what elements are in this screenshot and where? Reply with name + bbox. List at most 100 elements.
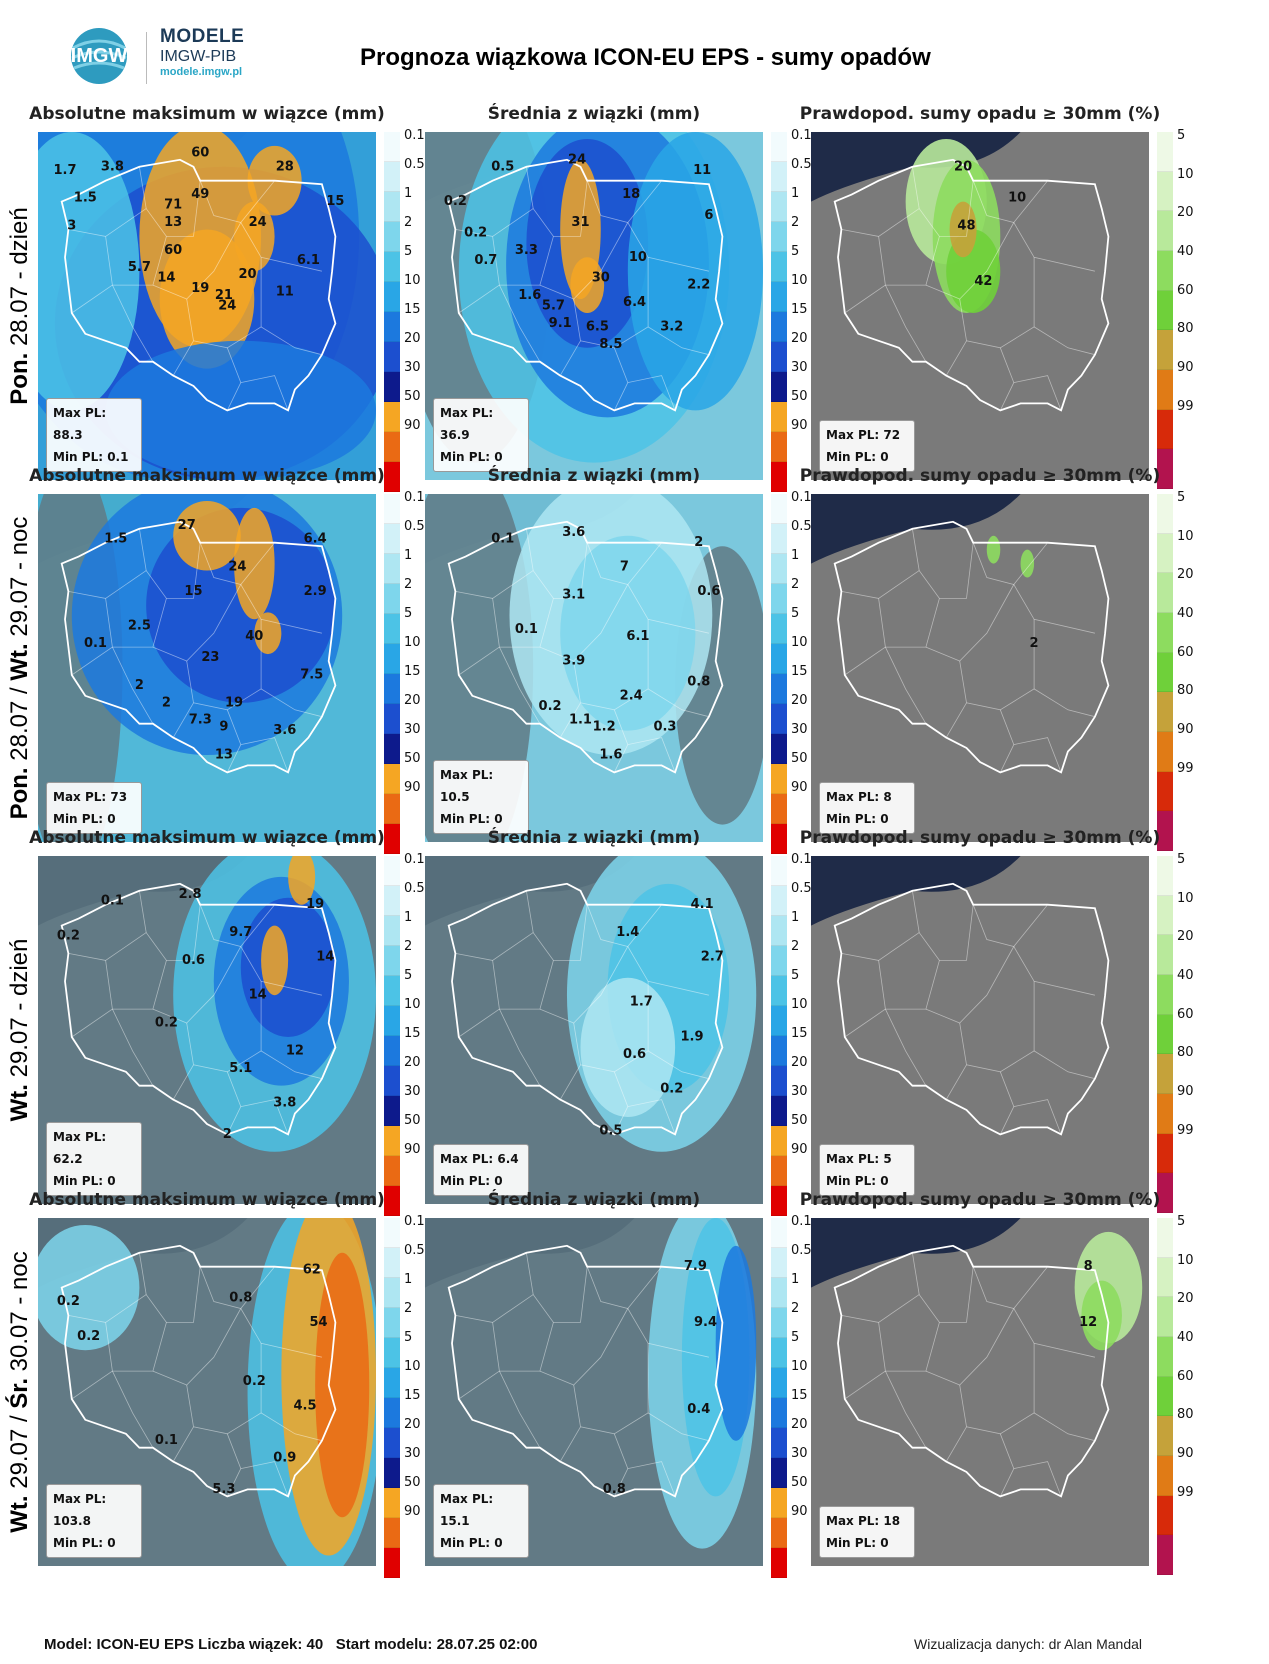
voivodeship-border <box>105 1322 167 1372</box>
voivodeship-border <box>559 340 581 376</box>
map-panel-mean: 0.1 3.6 2 7 3.1 0.6 0.1 6.1 3.9 0.8 2.4 0.2 1.1 1.2 0.… <box>425 494 763 842</box>
colorbar-segment <box>771 192 787 222</box>
colorbar-tick-label: 5 <box>1177 1214 1186 1229</box>
map-value-label: 6 <box>704 208 713 223</box>
voivodeship-border <box>71 284 113 314</box>
colorbar-tick-label: 99 <box>1177 760 1194 776</box>
colorbar-segment <box>771 222 787 252</box>
voivodeship-border <box>492 598 554 648</box>
panel-title: Prawdopod. sumy opadu ≥ 30mm (%) <box>799 828 1161 848</box>
colorbar-segment <box>384 252 400 282</box>
map-value-label: 2.5 <box>128 619 151 634</box>
map-panel-mean: 7.9 9.4 0.4 0.8 Max PL: 15.1 Min PL: 0 <box>425 1218 763 1566</box>
colorbar-segment <box>1157 1297 1173 1337</box>
colorbar-segment <box>771 1066 787 1096</box>
max-value: Max PL: 62.2 <box>53 1130 107 1166</box>
voivodeship-border <box>105 236 167 286</box>
voivodeship-border <box>999 347 1015 411</box>
poland-border <box>60 520 337 774</box>
colorbar-segment <box>771 402 787 432</box>
max-value: Max PL: 15.1 <box>440 1492 494 1528</box>
colorbar-segment <box>1157 533 1173 574</box>
colorbar-tick-label: 5 <box>404 606 413 621</box>
probability-colorbar <box>1157 132 1173 489</box>
map-svg: 60 28 3.8 1.7 49 15 1.5 71 13 3 24 60 6.1 5.7 14 20 19 21… <box>38 132 376 480</box>
voivodeship-border <box>458 1370 500 1400</box>
map-panel-max: 62 0.2 0.8 54 0.2 0.2 4.5 0.1 0.9 5.3 Max PL: 103.… <box>38 1218 376 1566</box>
map-panel-max: 60 28 3.8 1.7 49 15 1.5 71 13 3 24 60 6.1 5.7 14 20 19 21… <box>38 132 376 480</box>
colorbar-segment <box>384 704 400 734</box>
max-min-box: Max PL: 10.5 Min PL: 0 <box>433 760 529 834</box>
colorbar-segment <box>384 494 400 524</box>
colorbar-segment <box>384 1308 400 1338</box>
panel-title: Prawdopod. sumy opadu ≥ 30mm (%) <box>799 466 1161 486</box>
map-value-label: 0.8 <box>687 674 710 689</box>
colorbar-tick-label: 0.1 <box>404 128 425 143</box>
colorbar-tick-label: 30 <box>791 1446 808 1461</box>
voivodeship-border <box>912 528 974 599</box>
page-title: Prognoza wiązkowa ICON-EU EPS - sumy opa… <box>360 44 931 71</box>
row-label-1: Pon. 28.07 - dzień <box>6 207 33 405</box>
colorbar-segment <box>384 1518 400 1548</box>
map-value-label: 60 <box>164 243 182 258</box>
voivodeship-border <box>586 180 662 223</box>
voivodeship-border <box>539 1308 629 1386</box>
colorbar-segment <box>771 1218 787 1248</box>
logo-url[interactable]: modele.imgw.pl <box>160 66 243 78</box>
colorbar-segment <box>1157 409 1173 450</box>
min-value: Min PL: 0 <box>53 1536 116 1550</box>
voivodeship-border <box>844 646 886 676</box>
colorbar-tick-label: 0.1 <box>791 128 812 143</box>
colorbar-segment <box>771 704 787 734</box>
map-value-label: 6.4 <box>623 295 646 310</box>
colorbar-segment <box>771 1338 787 1368</box>
colorbar-segment <box>384 734 400 764</box>
poland-border <box>447 1244 724 1498</box>
voivodeship-border <box>172 1064 194 1100</box>
map-value-label: 1.6 <box>518 288 541 303</box>
colorbar-segment <box>1157 895 1173 936</box>
voivodeship-border <box>925 584 1015 662</box>
colorbar-segment <box>384 824 400 854</box>
map-value-label: 0.2 <box>464 225 487 240</box>
colorbar-tick-label: 50 <box>791 751 808 766</box>
voivodeship-border <box>627 584 709 634</box>
map-value-label: 2.7 <box>701 949 724 964</box>
map-value-label: 24 <box>568 152 586 167</box>
map-value-label: 13 <box>215 747 233 762</box>
colorbar-tick-label: 2 <box>404 939 413 954</box>
imgw-logo-icon: IMGW <box>71 28 127 84</box>
voivodeship-border <box>959 1343 1035 1435</box>
map-value-label: 30 <box>592 271 610 286</box>
map-panel-mean: 0.5 24 11 0.2 18 6 0.2 31 3.3 0.7 10 30 2.2 1.6 6.4 5.7… <box>425 132 763 480</box>
voivodeship-border <box>186 981 262 1073</box>
colorbar-segment <box>771 1488 787 1518</box>
colorbar-tick-label: 20 <box>791 331 808 346</box>
colorbar-segment <box>1157 652 1173 693</box>
map-value-label: 1.4 <box>616 925 639 940</box>
colorbar-segment <box>771 1398 787 1428</box>
precip-colorbar <box>384 1218 400 1578</box>
map-value-label: 21 <box>215 288 233 303</box>
colorbar-tick-label: 10 <box>404 997 421 1012</box>
colorbar-segment <box>771 1126 787 1156</box>
voivodeship-border <box>627 1461 676 1497</box>
voivodeship-border <box>499 646 541 724</box>
map-value-label: 13 <box>164 215 182 230</box>
voivodeship-border <box>841 570 920 599</box>
voivodeship-border <box>152 1308 242 1386</box>
probability-colorbar <box>1157 494 1173 851</box>
colorbar-segment <box>384 1428 400 1458</box>
voivodeship-border <box>878 1322 940 1372</box>
voivodeship-border <box>492 960 554 1010</box>
precip-area <box>715 1245 757 1441</box>
colorbar-segment <box>771 1368 787 1398</box>
colorbar-tick-label: 5 <box>1177 490 1186 505</box>
voivodeship-border <box>841 208 920 237</box>
map-value-label: 0.2 <box>155 1016 178 1031</box>
map-value-label: 1.9 <box>681 1029 704 1044</box>
voivodeship-border <box>1013 584 1095 634</box>
max-min-box: Max PL: 6.4 Min PL: 0 <box>433 1144 529 1196</box>
min-value: Min PL: 0 <box>826 450 889 464</box>
colorbar-tick-label: 10 <box>1177 890 1194 906</box>
